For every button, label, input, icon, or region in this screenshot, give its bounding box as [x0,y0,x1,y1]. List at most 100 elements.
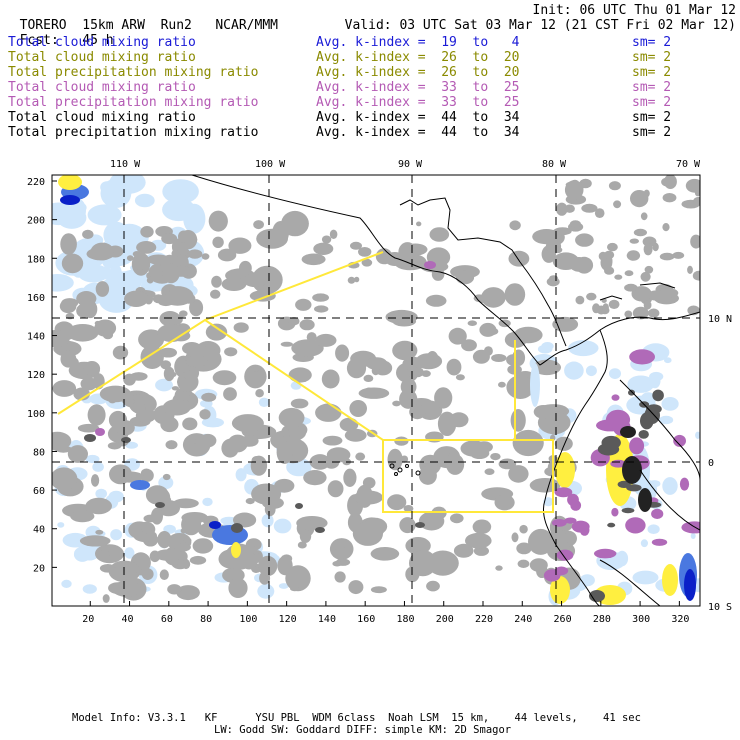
gray-cloud [136,241,157,254]
lat-label: 10 N [708,314,732,325]
dark-cloud [621,507,635,514]
light-blue-cloud [585,365,597,377]
gray-cloud [392,340,418,361]
gray-cloud [79,535,111,547]
light-blue-cloud [579,574,595,587]
x-tick-label: 160 [357,614,375,625]
x-tick-label: 320 [671,614,689,625]
gray-cloud [348,580,364,595]
gray-cloud [607,242,618,252]
magenta-cloud [567,493,579,506]
galapagos-island-2 [397,467,403,473]
y-tick-label: 200 [27,216,45,227]
gray-cloud [261,497,284,509]
gray-cloud [429,227,450,242]
gray-cloud [183,370,197,381]
x-tick-label: 220 [475,614,493,625]
gray-cloud [662,223,670,232]
gray-cloud [399,389,418,409]
gray-cloud [61,253,84,274]
gray-cloud [659,252,675,261]
gray-cloud [553,227,572,236]
light-blue-cloud [57,522,65,528]
gray-cloud [504,283,526,306]
magenta-cloud [611,507,619,517]
light-blue-cloud [162,179,199,204]
gray-cloud [124,290,149,307]
lon-label: 80 W [542,159,567,170]
gray-cloud [233,322,249,333]
gray-cloud [295,298,312,311]
south-america-coast [542,329,608,606]
magenta-cloud [629,437,645,455]
gray-cloud [358,247,372,257]
caribbean-north-coast [599,311,700,331]
gray-cloud [363,374,374,382]
yellow-cloud [555,452,575,488]
gray-cloud [102,330,114,340]
gray-cloud [176,585,200,601]
dark-cloud [626,484,642,492]
gray-cloud [387,448,403,471]
legend-kindex: Avg. k-index = 26 to 20 [316,50,520,65]
legend-field: Total cloud mixing ratio [8,50,196,65]
gray-cloud [205,323,228,341]
magenta-cloud [679,477,690,491]
dark-blue-cloud [684,569,696,601]
gray-cloud [314,305,329,313]
model-name: TORERO [19,18,67,33]
black-cloud [622,456,642,484]
galapagos-island-1 [389,463,395,469]
gray-cloud [349,400,368,417]
legend-kindex: Avg. k-index = 33 to 25 [316,95,520,110]
y-tick-label: 20 [33,563,45,574]
fcst-label: Fcst: [19,33,59,48]
gray-cloud [260,428,270,436]
gray-cloud [365,357,388,370]
light-blue-cloud [92,462,104,472]
lat-lon-grid [52,175,700,606]
gray-cloud [59,299,77,314]
light-blue-cloud [695,431,700,439]
gray-cloud [94,320,101,326]
gray-cloud [335,344,350,362]
light-blue-cloud [235,468,247,482]
gray-cloud [450,513,464,524]
magenta-cloud [554,487,573,498]
gray-cloud [633,228,648,237]
magenta-cloud [681,521,700,534]
y-tick-label: 140 [27,332,45,343]
dark-cloud [231,523,243,533]
gray-cloud [182,433,211,457]
lon-label: 90 W [398,159,423,170]
light-blue-cloud [278,583,289,589]
gray-cloud [189,299,204,317]
gray-cloud [554,436,573,451]
light-blue-cloud [632,570,659,585]
gray-cloud [154,549,184,561]
light-blue-cloud [124,547,135,559]
magenta-cloud [605,409,631,430]
gray-cloud [510,409,526,432]
gray-cloud [553,246,563,254]
magenta-cloud [554,566,569,576]
legend-field: Total precipitation mixing ratio [8,95,259,110]
gray-cloud [370,547,400,561]
magenta-cloud [651,508,664,519]
legend-smoothing: sm= 2 [632,110,672,125]
light-blue-cloud [640,539,649,548]
gray-cloud [161,286,170,295]
gray-cloud [512,429,544,457]
light-blue-cloud [627,375,655,393]
gray-cloud [140,226,154,238]
magenta-cloud [625,517,646,534]
header-line-2: Fcst: 45 h [4,18,114,48]
gray-cloud [285,565,311,592]
gray-cloud [403,505,414,513]
light-blue-cloud [649,373,661,389]
gray-cloud [481,287,506,308]
gray-cloud [113,562,124,569]
gray-cloud [288,317,300,326]
gray-cloud [228,578,248,598]
map-frame [51,174,701,607]
